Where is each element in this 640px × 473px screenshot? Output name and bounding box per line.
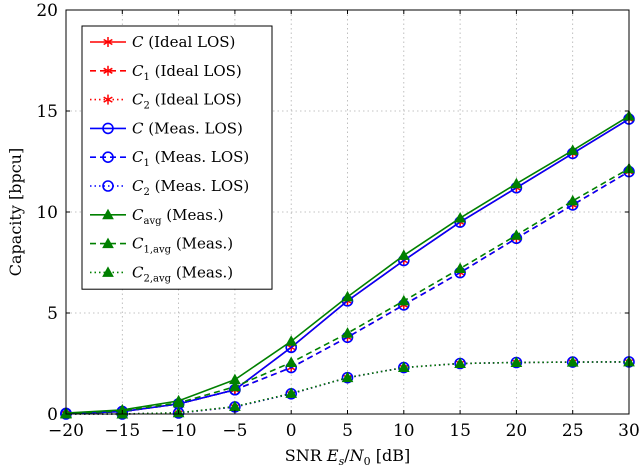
series-line (65, 167, 630, 415)
y-tick-label: 20 (36, 1, 58, 21)
grid (66, 10, 629, 414)
x-tick-label: 5 (342, 421, 353, 441)
triangle-marker (102, 266, 114, 277)
x-tick-label: 10 (393, 421, 415, 441)
legend-entry-1: C (Ideal LOS) (90, 33, 235, 51)
legend-label: C1,avg (Meas.) (132, 235, 233, 256)
triangle-marker (397, 294, 410, 306)
x-tick-label: 30 (618, 421, 640, 441)
y-tick-label: 0 (47, 405, 58, 425)
x-tick-label: −5 (222, 421, 247, 441)
triangle-marker (454, 357, 466, 368)
triangle-marker (285, 387, 298, 398)
legend-entry-5: C1 (Meas. LOS) (90, 148, 249, 169)
circle-marker (102, 151, 114, 163)
legend-label: Cavg (Meas.) (132, 206, 224, 227)
triangle-marker (229, 380, 241, 392)
ticks: −20 −15 −10 −5 0 5 10 15 20 25 30 0 5 10 15 20 (36, 1, 639, 441)
triangle-marker (102, 208, 114, 220)
triangle-marker (341, 371, 354, 383)
axis-labels: SNR Es/N0 [dB] Capacity [bpcu] (6, 148, 410, 468)
legend-entry-8: C1,avg (Meas.) (90, 235, 233, 256)
triangle-marker (510, 229, 523, 240)
legend-entry-7: Cavg (Meas.) (90, 206, 224, 227)
x-tick-label: 25 (562, 421, 584, 441)
legend-label: C2,avg (Meas.) (132, 263, 233, 284)
x-tick-label: 0 (286, 421, 297, 441)
circle-marker (102, 180, 114, 192)
legend-label: C2 (Meas. LOS) (132, 177, 249, 198)
legend-entry-6: C2 (Meas. LOS) (90, 177, 249, 198)
triangle-marker (397, 361, 410, 373)
x-tick-label: −15 (104, 421, 140, 441)
legend-label: C1 (Meas. LOS) (132, 148, 249, 169)
y-tick-label: 10 (36, 203, 58, 223)
y-axis-label: Capacity [bpcu] (6, 148, 25, 276)
legend-entry-2: C1 (Ideal LOS) (90, 62, 242, 83)
triangle-marker (397, 249, 410, 260)
asterisk-marker (103, 94, 113, 105)
x-tick-label: 20 (506, 421, 528, 441)
triangle-marker (285, 335, 298, 346)
x-tick-label: 15 (449, 421, 471, 441)
triangle-marker (566, 144, 579, 155)
x-axis-label: SNR Es/N0 [dB] (285, 446, 410, 468)
y-tick-label: 15 (36, 102, 58, 122)
triangle-marker (566, 194, 579, 206)
triangle-marker (341, 290, 354, 302)
asterisk-marker (103, 37, 113, 47)
legend-label: C2 (Ideal LOS) (132, 91, 242, 112)
legend-label: C (Meas. LOS) (132, 119, 243, 137)
triangle-marker (566, 356, 579, 367)
legend-label: C (Ideal LOS) (132, 33, 235, 51)
triangle-marker (341, 327, 354, 338)
asterisk-marker (103, 65, 113, 76)
x-tick-label: −10 (161, 421, 197, 441)
x-tick-label: −20 (48, 421, 84, 441)
triangle-marker (510, 356, 523, 367)
legend: C (Ideal LOS) C1 (Ideal LOS) C2 (Ideal LOS… (81, 25, 273, 290)
y-tick-label: 5 (47, 304, 58, 324)
legend-entry-3: C2 (Ideal LOS) (90, 91, 242, 112)
triangle-marker (454, 262, 466, 274)
triangle-marker (510, 177, 523, 189)
legend-entry-4: C (Meas. LOS) (90, 119, 243, 137)
triangle-marker (102, 237, 114, 249)
legend-entry-9: C2,avg (Meas.) (90, 263, 233, 284)
triangle-marker (454, 212, 466, 223)
legend-label: C1 (Ideal LOS) (132, 62, 242, 83)
triangle-marker (285, 356, 298, 367)
circle-marker (102, 122, 114, 135)
